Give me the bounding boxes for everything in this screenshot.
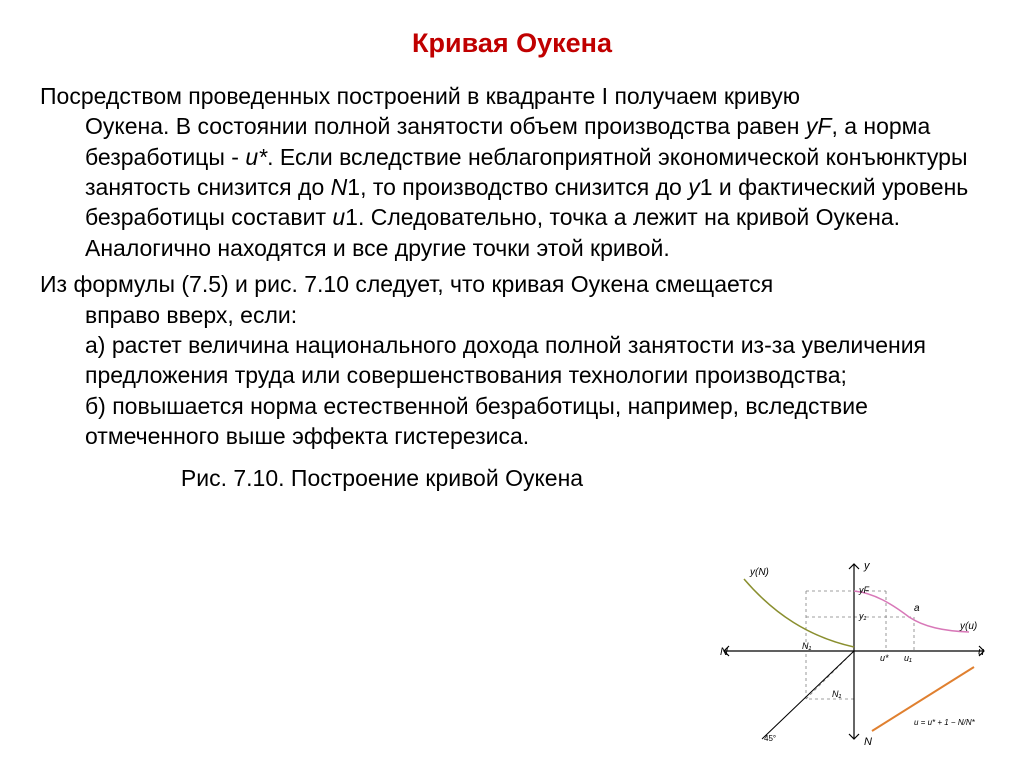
body-text: Посредством проведенных построений в ква…	[40, 81, 984, 451]
svg-text:u = u* + 1 − N/N*: u = u* + 1 − N/N*	[914, 718, 976, 727]
p1-line1: Посредством проведенных построений в ква…	[40, 81, 984, 111]
p2-item-a: а) растет величина национального дохода …	[85, 330, 984, 391]
var-y1: y	[688, 174, 700, 200]
p2-line1: Из формулы (7.5) и рис. 7.10 следует, чт…	[40, 269, 984, 299]
var-N1: N	[331, 174, 348, 200]
svg-text:45°: 45°	[764, 734, 776, 743]
var-u1: u	[332, 204, 345, 230]
svg-text:u*: u*	[880, 653, 889, 663]
okun-diagram: Nu y Ny(N) a y(u) u = u* + 1 − N/N* 45° yF y₁ N₁ N…	[714, 559, 994, 749]
N1-1: 1	[347, 174, 360, 200]
svg-text:y₁: y₁	[858, 611, 867, 621]
svg-text:y(N): y(N)	[749, 567, 769, 578]
p2-line2: вправо вверх, если:	[85, 300, 984, 330]
svg-text:y: y	[863, 560, 871, 572]
p1-rest: Оукена. В состоянии полной занятости объ…	[40, 111, 984, 263]
svg-text:N₁: N₁	[802, 641, 811, 651]
svg-text:N: N	[864, 736, 872, 748]
u1-1: 1	[345, 204, 358, 230]
svg-text:yF: yF	[858, 585, 870, 595]
p1-t4: , то производство снизится до	[360, 174, 688, 200]
paragraph-2: Из формулы (7.5) и рис. 7.10 следует, чт…	[40, 269, 984, 451]
svg-text:u₁: u₁	[904, 653, 912, 663]
svg-text:N₁: N₁	[832, 689, 841, 699]
y1-y: y	[688, 174, 700, 200]
svg-text:N: N	[720, 646, 728, 658]
yF-y: y	[806, 113, 818, 139]
p2-rest: вправо вверх, если: а) растет величина н…	[40, 300, 984, 452]
u1-u: u	[332, 204, 345, 230]
y1-1: 1	[700, 174, 713, 200]
var-yF: yF	[806, 113, 832, 139]
figure-caption: Рис. 7.10. Построение кривой Оукена	[40, 465, 724, 492]
paragraph-1: Посредством проведенных построений в ква…	[40, 81, 984, 263]
svg-text:y(u): y(u)	[959, 621, 977, 632]
yF-F: F	[817, 113, 831, 139]
var-ustar: u*	[245, 144, 267, 170]
svg-text:u: u	[978, 646, 984, 658]
slide-title: Кривая Оукена	[40, 28, 984, 59]
p1-t1: Оукена. В состоянии полной занятости объ…	[85, 113, 806, 139]
p2-item-b: б) повышается норма естественной безрабо…	[85, 391, 984, 452]
svg-text:a: a	[914, 603, 920, 614]
N1-N: N	[331, 174, 348, 200]
